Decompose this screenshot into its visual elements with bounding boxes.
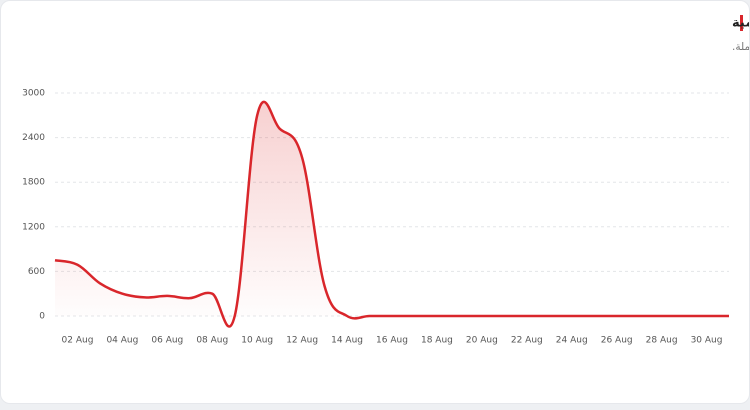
chart-title: منحنى الزيارات اليومية — [732, 16, 749, 31]
x-tick-label: 18 Aug — [421, 336, 453, 346]
area — [55, 101, 729, 327]
x-tick-label: 26 Aug — [601, 336, 633, 346]
x-tick-label: 12 Aug — [286, 336, 318, 346]
x-tick-label: 06 Aug — [151, 336, 183, 346]
x-tick-label: 28 Aug — [646, 336, 678, 346]
x-tick-label: 16 Aug — [376, 336, 408, 346]
x-tick-label: 20 Aug — [466, 336, 498, 346]
y-tick-label: 3000 — [22, 89, 45, 99]
x-tick-label: 30 Aug — [691, 336, 723, 346]
x-tick-label: 04 Aug — [106, 336, 138, 346]
x-tick-label: 22 Aug — [511, 336, 543, 346]
x-tick-label: 10 Aug — [241, 336, 273, 346]
x-tick-label: 24 Aug — [556, 336, 588, 346]
chart: منحنى الزيارات اليومية عدد الزيارات المس… — [22, 15, 749, 346]
y-tick-label: 600 — [28, 267, 45, 277]
y-tick-label: 2400 — [22, 133, 45, 143]
x-tick-label: 02 Aug — [62, 336, 94, 346]
x-tick-label: 14 Aug — [331, 336, 363, 346]
title-accent — [740, 15, 743, 31]
y-tick-label: 1200 — [22, 222, 45, 232]
y-tick-label: 1800 — [22, 178, 45, 188]
x-tick-label: 08 Aug — [196, 336, 228, 346]
chart-subtitle: عدد الزيارات المسجلة في كل يوم خلال مدة … — [732, 41, 749, 53]
y-tick-label: 0 — [39, 312, 45, 322]
line — [54, 100, 729, 328]
